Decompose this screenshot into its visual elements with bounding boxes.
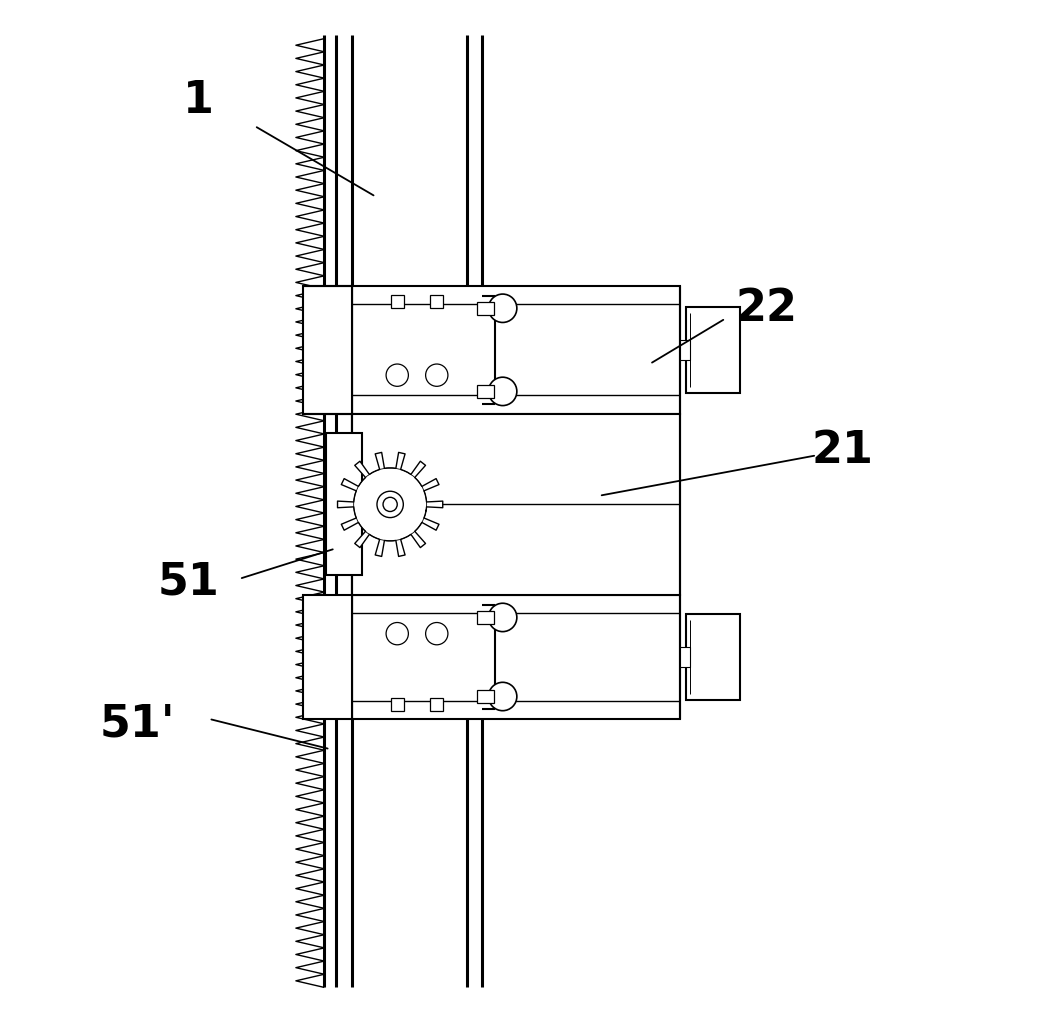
Bar	[391, 295, 403, 309]
Bar	[680, 647, 691, 667]
Bar	[477, 385, 493, 398]
Bar	[686, 614, 740, 700]
Text: 51: 51	[157, 560, 220, 603]
Circle shape	[426, 364, 448, 386]
Bar	[326, 433, 362, 575]
Bar	[477, 611, 493, 624]
Bar	[680, 339, 691, 360]
Circle shape	[426, 622, 448, 645]
Bar	[477, 301, 493, 315]
Bar	[391, 697, 403, 710]
Bar	[686, 307, 740, 392]
Bar	[430, 295, 444, 309]
Circle shape	[383, 498, 397, 511]
Text: 21: 21	[811, 428, 873, 472]
Circle shape	[489, 683, 516, 710]
Bar	[352, 286, 680, 414]
Circle shape	[489, 377, 516, 406]
Circle shape	[489, 294, 516, 323]
Bar	[477, 690, 493, 703]
Bar	[430, 697, 444, 710]
Circle shape	[386, 364, 409, 386]
Bar	[352, 595, 680, 718]
Text: 1: 1	[183, 79, 214, 122]
Bar	[352, 414, 680, 595]
Circle shape	[489, 603, 516, 632]
Bar	[316, 35, 328, 987]
Text: 22: 22	[735, 287, 797, 330]
Polygon shape	[338, 453, 442, 556]
Circle shape	[377, 492, 403, 517]
Circle shape	[386, 622, 409, 645]
Bar	[303, 286, 352, 414]
Text: 51': 51'	[100, 702, 175, 745]
Bar	[303, 595, 352, 718]
